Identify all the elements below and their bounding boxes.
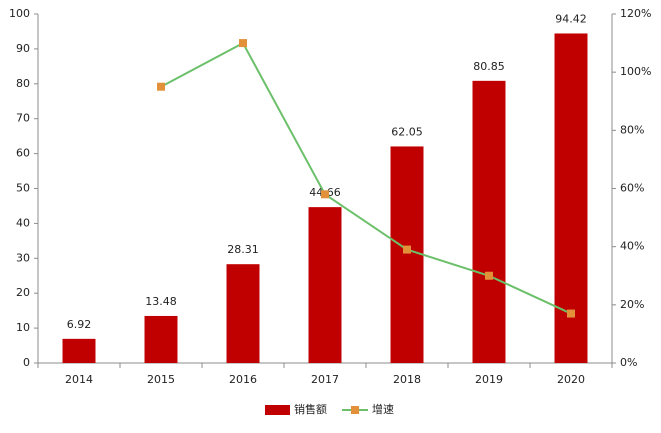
y-tick-label: 20 xyxy=(16,286,30,299)
y2-tick-label: 100% xyxy=(620,65,651,78)
y-tick-label: 90 xyxy=(16,42,30,55)
growth-marker xyxy=(321,190,329,199)
y2-tick-label: 120% xyxy=(620,7,651,20)
y2-tick-label: 40% xyxy=(620,240,644,253)
x-tick-label: 2016 xyxy=(229,373,257,386)
y2-tick-label: 80% xyxy=(620,123,644,136)
bar xyxy=(226,264,260,363)
x-tick-label: 2015 xyxy=(147,373,175,386)
legend-swatch xyxy=(265,405,290,415)
y-tick-label: 40 xyxy=(16,216,30,229)
legend-marker xyxy=(351,406,359,414)
bar-value-label: 6.92 xyxy=(67,318,92,331)
y-tick-label: 100 xyxy=(9,7,30,20)
bar-value-label: 94.42 xyxy=(555,12,587,25)
bar xyxy=(472,80,506,364)
x-tick-label: 2020 xyxy=(557,373,585,386)
growth-marker xyxy=(567,309,575,318)
x-tick-label: 2014 xyxy=(65,373,93,386)
y2-tick-label: 60% xyxy=(620,182,644,195)
bar xyxy=(308,207,342,363)
y2-tick-label: 0% xyxy=(620,356,637,369)
y-tick-label: 70 xyxy=(16,112,30,125)
growth-marker xyxy=(239,39,247,48)
y2-tick-label: 20% xyxy=(620,298,644,311)
y-tick-label: 0 xyxy=(23,356,30,369)
bar xyxy=(62,338,96,363)
x-tick-label: 2018 xyxy=(393,373,421,386)
y-tick-label: 10 xyxy=(16,321,30,334)
bar-value-label: 62.05 xyxy=(391,125,423,138)
growth-marker xyxy=(485,271,493,280)
x-tick-label: 2017 xyxy=(311,373,339,386)
y-tick-label: 80 xyxy=(16,77,30,90)
y-tick-label: 30 xyxy=(16,251,30,264)
y-tick-label: 60 xyxy=(16,147,30,160)
growth-marker xyxy=(157,82,165,91)
bar xyxy=(144,315,178,363)
growth-marker xyxy=(403,245,411,254)
bar xyxy=(390,146,424,363)
bar-value-label: 80.85 xyxy=(473,60,505,73)
legend-label: 增速 xyxy=(372,402,394,416)
bar-value-label: 28.31 xyxy=(227,243,259,256)
x-tick-label: 2019 xyxy=(475,373,503,386)
y-tick-label: 50 xyxy=(16,182,30,195)
bar-value-label: 13.48 xyxy=(145,295,177,308)
legend-label: 销售额 xyxy=(294,402,327,416)
growth-line xyxy=(160,41,572,315)
